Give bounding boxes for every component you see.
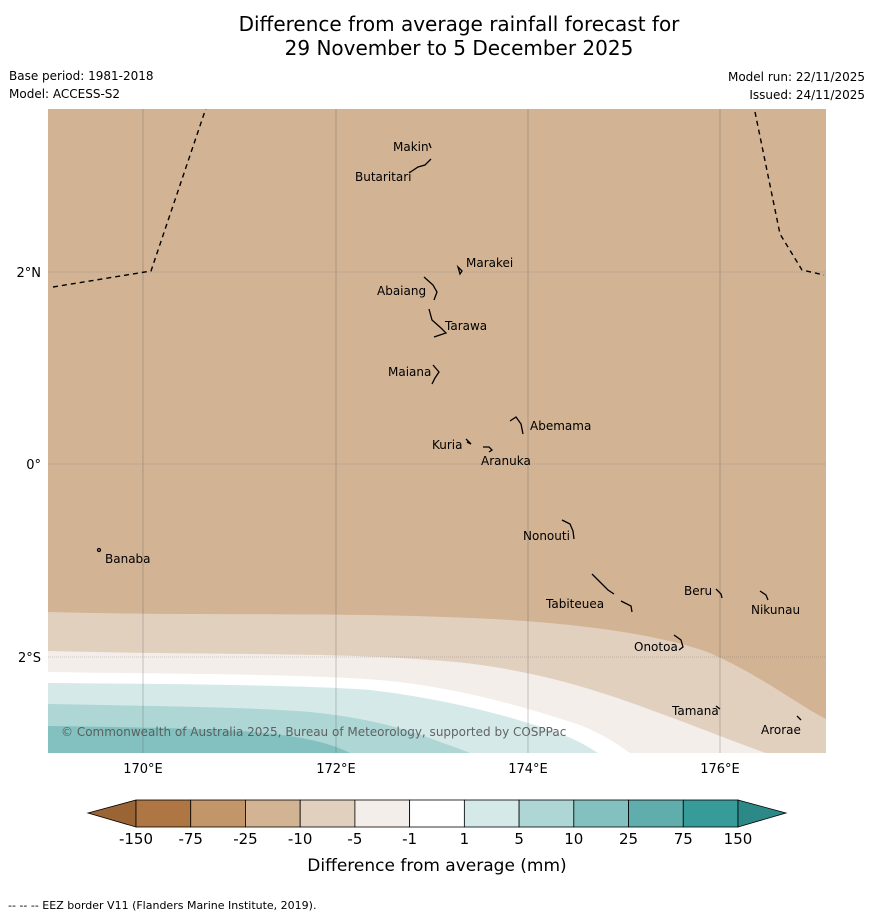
place-label-kuria: Kuria <box>432 438 463 452</box>
island-shape-makin <box>428 142 432 149</box>
colorbar-tick-label: -75 <box>178 830 203 848</box>
colorbar-tick-label: 150 <box>724 830 753 848</box>
title-line-2: 29 November to 5 December 2025 <box>284 36 634 60</box>
colorbar-tick-label: 25 <box>619 830 638 848</box>
place-label-tabiteuea: Tabiteuea <box>545 597 604 611</box>
colorbar-title: Difference from average (mm) <box>307 856 566 876</box>
island-shape-kuria <box>465 438 472 445</box>
colorbar-box <box>573 799 629 828</box>
island-shape-marakei <box>456 264 463 276</box>
title-line-1: Difference from average rainfall forecas… <box>238 12 680 36</box>
colorbar-under-arrow <box>86 799 137 828</box>
lon-label-172e: 172°E <box>316 762 356 777</box>
rainfall-field: Makin Butaritari Marakei Abaiang Tarawa … <box>48 109 826 753</box>
place-label-nonouti: Nonouti <box>523 529 570 543</box>
place-label-makin: Makin <box>393 140 429 154</box>
island-shape-tarawa <box>428 308 448 338</box>
eez-border-east <box>754 111 825 276</box>
island-shape-tabiteuea <box>591 573 633 613</box>
lat-label-0: 0° <box>26 458 41 473</box>
colorbar-tick-labels: -150 -75 -25 -10 -5 -1 1 5 10 25 75 150 <box>119 830 752 848</box>
colorbar-box <box>245 799 301 828</box>
island-shape-abemama <box>509 416 524 435</box>
island-shape-butaritari <box>408 158 432 174</box>
base-period: Base period: 1981-2018 <box>9 69 154 83</box>
colorbar-tick-label: -1 <box>402 830 417 848</box>
colorbar-tick-label: -150 <box>119 830 153 848</box>
place-label-tamana: Tamana <box>671 704 719 718</box>
colorbar-tick-label: 10 <box>564 830 583 848</box>
colorbar-box <box>299 799 356 828</box>
colorbar-legend: -150 -75 -25 -10 -5 -1 1 5 10 25 75 150 Difference … <box>86 799 788 876</box>
island-shape-beru <box>715 588 723 599</box>
band-10-to-25 <box>48 726 350 753</box>
island-shape-nonouti <box>561 519 575 540</box>
axis-labels: 170°E 172°E 174°E 176°E 2°N 0° 2°S <box>17 266 740 777</box>
place-label-butaritari: Butaritari <box>355 170 412 184</box>
lon-label-170e: 170°E <box>123 762 163 777</box>
eez-footnote: -- -- -- EEZ border V11 (Flanders Marine… <box>8 899 317 912</box>
model-name: Model: ACCESS-S2 <box>9 87 121 101</box>
place-label-arorae: Arorae <box>761 723 801 737</box>
graticule <box>48 109 826 753</box>
place-label-banaba: Banaba <box>105 552 151 566</box>
meta-left: Base period: 1981-2018 Model: ACCESS-S2 <box>9 67 154 103</box>
colorbar-box <box>190 799 246 828</box>
colorbar-tick-label: -5 <box>347 830 362 848</box>
place-label-beru: Beru <box>684 584 712 598</box>
island-shape-nikunau <box>759 590 769 601</box>
island-shape-arorae <box>796 715 802 721</box>
eez-border-west <box>52 109 207 288</box>
island-shape-tamana <box>715 705 721 710</box>
colorbar-tick-label: 75 <box>674 830 693 848</box>
island-shape-maiana <box>431 364 440 385</box>
colorbar-box <box>135 799 192 828</box>
island-shape-onotoa <box>673 634 684 651</box>
lon-label-176e: 176°E <box>700 762 740 777</box>
lat-label-2n: 2°N <box>17 266 42 281</box>
place-label-onotoa: Onotoa <box>634 640 678 654</box>
meta-right: Model run: 22/11/2025 Issued: 24/11/2025 <box>728 68 865 104</box>
model-run: Model run: 22/11/2025 <box>727 70 865 84</box>
colorbar-tick-label: -10 <box>288 830 313 848</box>
issued-date: Issued: 24/11/2025 <box>749 88 865 102</box>
place-label-marakei: Marakei <box>466 256 513 270</box>
place-label-tarawa: Tarawa <box>444 319 487 333</box>
eez-border <box>52 109 825 288</box>
lat-label-2s: 2°S <box>18 651 41 666</box>
colorbar-over-arrow <box>737 799 788 828</box>
colorbar-box <box>518 799 575 828</box>
colorbar-box <box>463 799 520 828</box>
island-shape-banaba <box>96 547 102 553</box>
place-label-maiana: Maiana <box>388 365 431 379</box>
place-label-abaiang: Abaiang <box>377 284 426 298</box>
colorbar-tick-label: 5 <box>514 830 524 848</box>
island-outlines <box>96 142 802 721</box>
chart-title: Difference from average rainfall forecas… <box>0 12 873 60</box>
colorbar-boxes <box>135 799 739 828</box>
copyright-notice: © Commonwealth of Australia 2025, Bureau… <box>61 725 566 739</box>
island-shape-aranuka <box>483 446 494 453</box>
island-labels: Makin Butaritari Marakei Abaiang Tarawa … <box>105 140 801 737</box>
colorbar-box <box>354 799 411 828</box>
place-label-aranuka: Aranuka <box>481 454 531 468</box>
colorbar-box <box>682 799 739 828</box>
lon-label-174e: 174°E <box>508 762 548 777</box>
colorbar-tick-label: -25 <box>233 830 258 848</box>
colorbar-box <box>409 799 465 828</box>
island-shape-abaiang <box>423 276 438 301</box>
place-label-nikunau: Nikunau <box>751 603 800 617</box>
place-label-abemama: Abemama <box>530 419 591 433</box>
colorbar-tick-label: 1 <box>460 830 470 848</box>
colorbar-box <box>628 799 684 828</box>
